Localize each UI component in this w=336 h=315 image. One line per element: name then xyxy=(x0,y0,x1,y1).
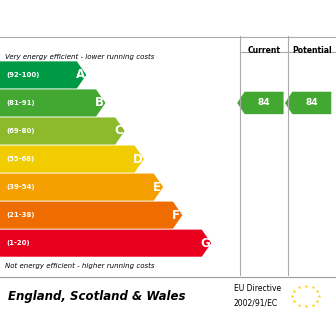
Polygon shape xyxy=(0,89,106,117)
Text: (21-38): (21-38) xyxy=(6,212,35,218)
Polygon shape xyxy=(0,202,182,229)
Text: (39-54): (39-54) xyxy=(6,184,35,190)
Text: Very energy efficient - lower running costs: Very energy efficient - lower running co… xyxy=(5,54,155,60)
Text: A: A xyxy=(76,68,85,81)
Text: F: F xyxy=(172,209,180,222)
Text: 84: 84 xyxy=(305,99,318,107)
Text: (92-100): (92-100) xyxy=(6,72,39,78)
Text: D: D xyxy=(133,152,143,166)
Text: (1-20): (1-20) xyxy=(6,240,30,246)
Text: Energy Efficiency Rating: Energy Efficiency Rating xyxy=(57,11,279,26)
Text: (69-80): (69-80) xyxy=(6,128,35,134)
Polygon shape xyxy=(0,117,125,145)
Polygon shape xyxy=(237,92,284,114)
Text: Not energy efficient - higher running costs: Not energy efficient - higher running co… xyxy=(5,262,155,269)
Text: E: E xyxy=(153,180,161,194)
Text: (55-68): (55-68) xyxy=(6,156,34,162)
Text: C: C xyxy=(114,124,123,137)
Text: B: B xyxy=(95,96,104,109)
Text: England, Scotland & Wales: England, Scotland & Wales xyxy=(8,289,186,303)
Text: Current: Current xyxy=(248,46,281,55)
Polygon shape xyxy=(0,61,86,89)
Polygon shape xyxy=(0,146,144,173)
Text: G: G xyxy=(200,237,210,250)
Text: 2002/91/EC: 2002/91/EC xyxy=(234,299,278,308)
Text: (81-91): (81-91) xyxy=(6,100,35,106)
Polygon shape xyxy=(0,174,163,201)
Text: 84: 84 xyxy=(258,99,270,107)
Text: EU Directive: EU Directive xyxy=(234,284,281,293)
Polygon shape xyxy=(285,92,331,114)
Text: Potential: Potential xyxy=(292,46,332,55)
Polygon shape xyxy=(0,230,211,257)
